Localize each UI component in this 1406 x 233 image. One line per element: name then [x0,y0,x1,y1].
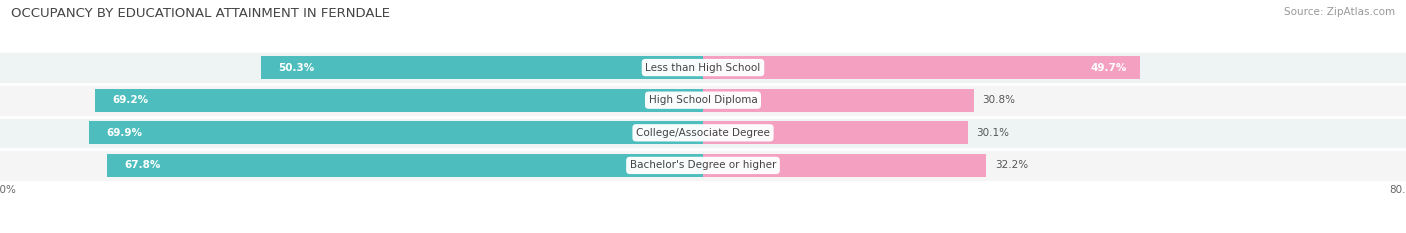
Bar [703,154,986,177]
Bar [703,56,1140,79]
Text: 69.9%: 69.9% [107,128,142,138]
Bar [262,56,703,79]
Bar [0,149,1406,182]
Bar [0,116,1406,149]
Bar [0,51,1406,84]
Text: College/Associate Degree: College/Associate Degree [636,128,770,138]
Text: 67.8%: 67.8% [125,161,162,170]
Bar [703,121,967,144]
Bar [0,84,1406,116]
Text: 49.7%: 49.7% [1090,63,1126,72]
Text: Bachelor's Degree or higher: Bachelor's Degree or higher [630,161,776,170]
Text: 30.1%: 30.1% [976,128,1010,138]
Text: 50.3%: 50.3% [278,63,315,72]
Text: 32.2%: 32.2% [995,161,1028,170]
Bar [703,89,973,112]
Bar [107,154,703,177]
Text: Less than High School: Less than High School [645,63,761,72]
Text: 69.2%: 69.2% [112,95,149,105]
Text: High School Diploma: High School Diploma [648,95,758,105]
Text: OCCUPANCY BY EDUCATIONAL ATTAINMENT IN FERNDALE: OCCUPANCY BY EDUCATIONAL ATTAINMENT IN F… [11,7,391,20]
Bar [94,89,703,112]
Bar [89,121,703,144]
Text: Source: ZipAtlas.com: Source: ZipAtlas.com [1284,7,1395,17]
Text: 30.8%: 30.8% [983,95,1015,105]
